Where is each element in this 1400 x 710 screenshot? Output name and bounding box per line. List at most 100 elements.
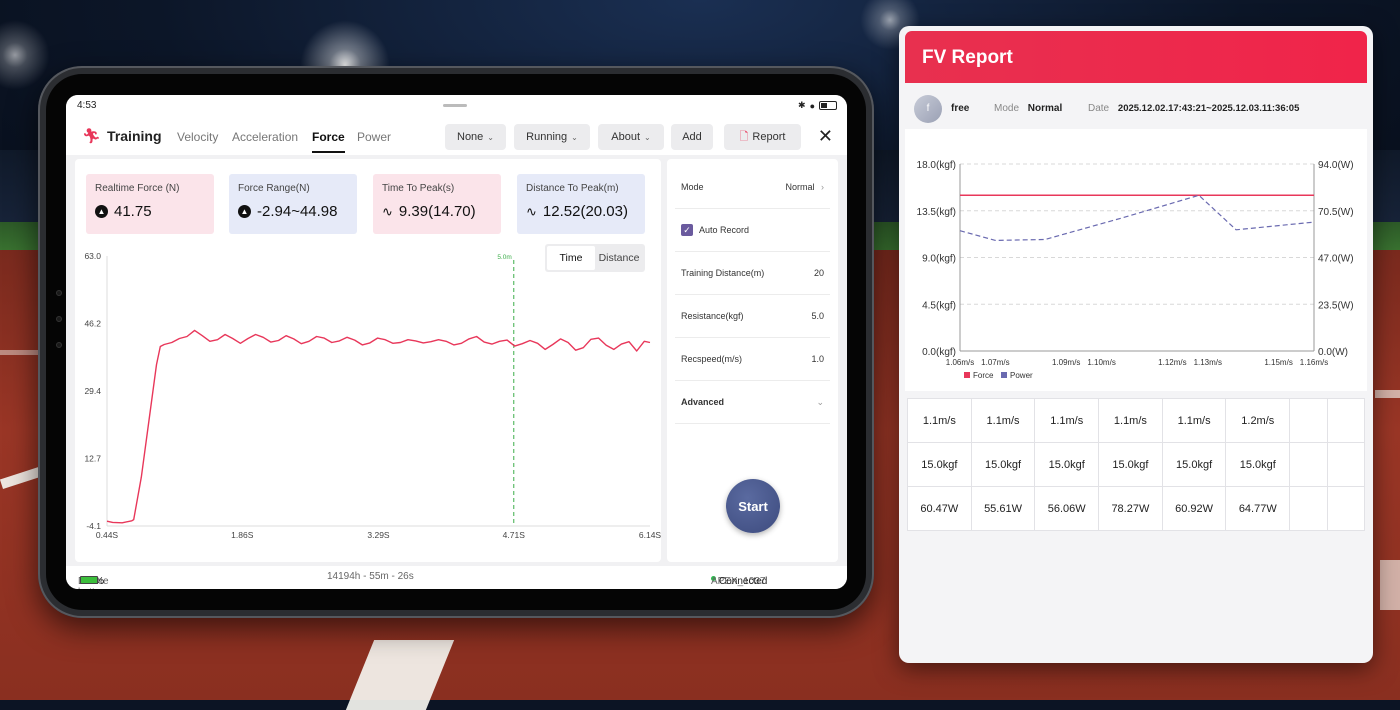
triangle-icon: ▲ — [238, 205, 251, 218]
x-tick-label: 1.12m/s — [1158, 358, 1186, 367]
recspeed-value: 1.0 — [811, 354, 824, 364]
table-cell-empty — [1289, 398, 1328, 443]
start-button-label: Start — [738, 498, 768, 514]
report-date-label: Date — [1088, 103, 1110, 114]
report-button[interactable]: 🗋︎ Report — [724, 124, 801, 150]
tablet-sensor — [56, 290, 62, 296]
report-header: FV Report — [905, 31, 1367, 83]
time-distance-toggle[interactable]: Time Distance — [545, 244, 645, 272]
chevron-down-icon: ⌄ — [571, 132, 578, 142]
app-brand: 🏃︎ Training — [82, 127, 162, 145]
none-dropdown[interactable]: None ⌄ — [445, 124, 506, 150]
table-cell: 15.0kgf — [1098, 442, 1163, 487]
fv-chart-card: 18.0(kgf) 13.5(kgf) 9.0(kgf) 4.5(kgf) 0.0(kg… — [905, 129, 1367, 391]
stat-card-distance-to-peak: Distance To Peak(m) ∿ 12.52(20.03) — [517, 174, 645, 234]
system-status-bar: 4:53 ✱ ● — [66, 95, 847, 117]
alarm-icon: ● — [809, 100, 815, 111]
left-axis-tick-label: 13.5(kgf) — [917, 207, 956, 218]
table-cell: 55.61W — [970, 486, 1036, 531]
recspeed-row[interactable]: Recspeed(m/s) 1.0 — [675, 338, 830, 381]
bluetooth-icon: ✱ — [798, 100, 806, 110]
runner-icon: 🏃︎ — [82, 128, 102, 145]
y-tick-label: 46.2 — [84, 319, 101, 329]
table-cell: 1.1m/s — [1034, 398, 1100, 443]
resistance-value: 5.0 — [811, 311, 824, 321]
x-tick-label: 4.71S — [503, 530, 526, 540]
tab-power[interactable]: Power — [357, 130, 392, 144]
table-row: 15.0kgf 15.0kgf 15.0kgf 15.0kgf 15.0kgf 15.0k… — [907, 442, 1366, 487]
toggle-time[interactable]: Time — [547, 246, 595, 270]
table-cell: 1.1m/s — [1161, 398, 1227, 443]
device-name: APEX_1037 — [711, 576, 766, 587]
table-cell: 15.0kgf — [907, 442, 972, 487]
force-series-line — [106, 329, 651, 524]
force-panel: Realtime Force (N) ▲ 41.75 Force Range(N)… — [75, 159, 661, 562]
right-axis-tick-label: 47.0(W) — [1318, 254, 1354, 265]
avatar: f — [914, 95, 942, 123]
toggle-distance[interactable]: Distance — [598, 252, 640, 264]
close-icon[interactable]: ✕ — [817, 126, 833, 146]
report-user-bar: f free Mode Normal Date 2025.12.02.17:43… — [899, 90, 1373, 126]
stat-label: Realtime Force (N) — [95, 183, 180, 194]
x-tick-label: 1.10m/s — [1087, 358, 1115, 367]
mode-label: Mode — [681, 182, 704, 192]
y-tick-label: 29.4 — [84, 386, 101, 396]
left-axis-tick-label: 9.0(kgf) — [922, 254, 956, 265]
track-lane-line — [1380, 560, 1400, 610]
legend-swatch-force — [964, 372, 970, 378]
x-tick-label: 3.29S — [367, 530, 390, 540]
screen-notch — [443, 104, 467, 107]
start-button[interactable]: Start — [726, 479, 780, 533]
table-row: 60.47W 55.61W 56.06W 78.27W 60.92W 64.77W — [907, 486, 1366, 531]
about-dropdown[interactable]: About ⌄ — [598, 124, 664, 150]
tablet-sensor — [56, 316, 62, 322]
track-lane-line — [1375, 390, 1400, 398]
tab-force[interactable]: Force — [312, 130, 345, 153]
add-button[interactable]: Add — [671, 124, 713, 150]
stat-label: Distance To Peak(m) — [526, 183, 619, 194]
report-button-label: Report — [752, 131, 786, 143]
tab-acceleration[interactable]: Acceleration — [232, 130, 299, 144]
table-cell: 15.0kgf — [1225, 442, 1291, 487]
pulse-icon: ∿ — [526, 203, 537, 219]
stat-card-time-to-peak: Time To Peak(s) ∿ 9.39(14.70) — [373, 174, 501, 234]
x-tick-label: 1.09m/s — [1052, 358, 1080, 367]
tab-velocity[interactable]: Velocity — [177, 130, 219, 144]
status-footer: Device battery level 97% 14194h - 55m - … — [66, 566, 847, 589]
connection-status: Connected — [719, 576, 768, 587]
table-cell: 64.77W — [1225, 486, 1291, 531]
training-distance-value: 20 — [813, 268, 824, 278]
running-dropdown-label: Running — [526, 131, 568, 143]
table-row: 1.1m/s 1.1m/s 1.1m/s 1.1m/s 1.1m/s 1.2m/s — [907, 398, 1366, 443]
connection-dot-icon — [711, 576, 716, 581]
report-mode: Mode Normal — [994, 103, 1062, 114]
auto-record-label: Auto Record — [699, 225, 750, 235]
mode-row[interactable]: Mode Normal › — [675, 166, 830, 209]
system-icons: ✱ ● — [798, 100, 837, 111]
tablet-screen: 4:53 ✱ ● 🏃︎ Training Velocity Accelerati… — [66, 95, 847, 589]
running-dropdown[interactable]: Running ⌄ — [514, 124, 590, 150]
stat-card-force-range: Force Range(N) ▲ -2.94~44.98 — [229, 174, 357, 234]
left-axis-tick-label: 0.0(kgf) — [922, 347, 956, 358]
stat-value: -2.94~44.98 — [257, 203, 338, 220]
right-axis-tick-label: 0.0(W) — [1318, 347, 1348, 358]
resistance-label: Resistance(kgf) — [681, 311, 744, 321]
triangle-icon: ▲ — [95, 205, 108, 218]
table-cell: 60.47W — [907, 486, 972, 531]
document-icon: 🗋︎ — [739, 130, 749, 143]
resistance-row[interactable]: Resistance(kgf) 5.0 — [675, 295, 830, 338]
table-cell: 15.0kgf — [1161, 442, 1227, 487]
x-tick-label: 1.13m/s — [1194, 358, 1222, 367]
x-tick-label: 1.06m/s — [946, 358, 974, 367]
report-date-value: 2025.12.02.17:43:21~2025.12.03.11:36:05 — [1117, 103, 1300, 114]
table-cell: 1.2m/s — [1225, 398, 1291, 443]
x-tick-label: 1.16m/s — [1300, 358, 1328, 367]
auto-record-checkbox[interactable]: ✓ — [681, 224, 693, 236]
table-cell: 56.06W — [1034, 486, 1100, 531]
legend-label-power: Power — [1010, 371, 1033, 380]
auto-record-row[interactable]: ✓ Auto Record — [675, 209, 830, 252]
stat-label: Force Range(N) — [238, 183, 310, 194]
training-distance-row[interactable]: Training Distance(m) 20 — [675, 252, 830, 295]
advanced-row[interactable]: Advanced ⌄ — [675, 381, 830, 424]
settings-panel: Mode Normal › ✓ Auto Record Training Dis… — [667, 159, 838, 562]
